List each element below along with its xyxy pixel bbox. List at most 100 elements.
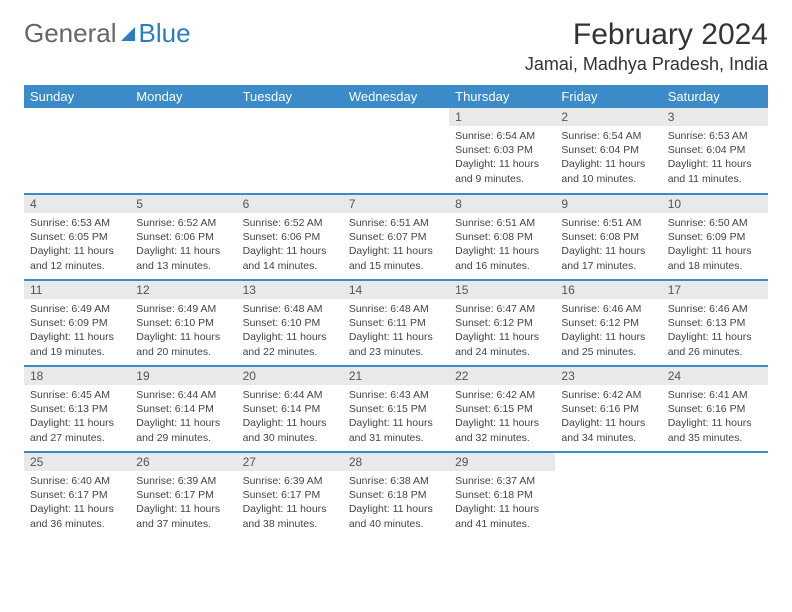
daylight-text: Daylight: 11 hours and 37 minutes. xyxy=(136,502,230,530)
weekday-header: Sunday xyxy=(24,85,130,108)
day-number xyxy=(237,108,343,124)
day-details: Sunrise: 6:38 AMSunset: 6:18 PMDaylight:… xyxy=(343,471,449,537)
day-number: 20 xyxy=(237,367,343,385)
sunrise-text: Sunrise: 6:43 AM xyxy=(349,388,443,402)
calendar-day-cell: 3Sunrise: 6:53 AMSunset: 6:04 PMDaylight… xyxy=(662,108,768,194)
day-number: 14 xyxy=(343,281,449,299)
day-number xyxy=(130,108,236,124)
day-number: 11 xyxy=(24,281,130,299)
calendar-day-cell: 1Sunrise: 6:54 AMSunset: 6:03 PMDaylight… xyxy=(449,108,555,194)
day-details: Sunrise: 6:39 AMSunset: 6:17 PMDaylight:… xyxy=(237,471,343,537)
sunrise-text: Sunrise: 6:42 AM xyxy=(561,388,655,402)
day-number: 8 xyxy=(449,195,555,213)
day-number: 29 xyxy=(449,453,555,471)
day-details: Sunrise: 6:49 AMSunset: 6:09 PMDaylight:… xyxy=(24,299,130,365)
daylight-text: Daylight: 11 hours and 38 minutes. xyxy=(243,502,337,530)
sunrise-text: Sunrise: 6:45 AM xyxy=(30,388,124,402)
day-details: Sunrise: 6:47 AMSunset: 6:12 PMDaylight:… xyxy=(449,299,555,365)
sunset-text: Sunset: 6:03 PM xyxy=(455,143,549,157)
calendar-day-cell xyxy=(343,108,449,194)
calendar-day-cell: 12Sunrise: 6:49 AMSunset: 6:10 PMDayligh… xyxy=(130,280,236,366)
sunrise-text: Sunrise: 6:44 AM xyxy=(243,388,337,402)
sunset-text: Sunset: 6:17 PM xyxy=(30,488,124,502)
calendar-day-cell: 25Sunrise: 6:40 AMSunset: 6:17 PMDayligh… xyxy=(24,452,130,538)
calendar-day-cell: 9Sunrise: 6:51 AMSunset: 6:08 PMDaylight… xyxy=(555,194,661,280)
day-number: 17 xyxy=(662,281,768,299)
day-details: Sunrise: 6:37 AMSunset: 6:18 PMDaylight:… xyxy=(449,471,555,537)
sunset-text: Sunset: 6:07 PM xyxy=(349,230,443,244)
daylight-text: Daylight: 11 hours and 29 minutes. xyxy=(136,416,230,444)
sunrise-text: Sunrise: 6:52 AM xyxy=(243,216,337,230)
daylight-text: Daylight: 11 hours and 9 minutes. xyxy=(455,157,549,185)
day-details: Sunrise: 6:53 AMSunset: 6:05 PMDaylight:… xyxy=(24,213,130,279)
day-number: 18 xyxy=(24,367,130,385)
day-details: Sunrise: 6:48 AMSunset: 6:11 PMDaylight:… xyxy=(343,299,449,365)
daylight-text: Daylight: 11 hours and 12 minutes. xyxy=(30,244,124,272)
daylight-text: Daylight: 11 hours and 27 minutes. xyxy=(30,416,124,444)
day-number: 16 xyxy=(555,281,661,299)
calendar-day-cell: 26Sunrise: 6:39 AMSunset: 6:17 PMDayligh… xyxy=(130,452,236,538)
day-number: 21 xyxy=(343,367,449,385)
calendar-day-cell xyxy=(130,108,236,194)
daylight-text: Daylight: 11 hours and 15 minutes. xyxy=(349,244,443,272)
sunrise-text: Sunrise: 6:48 AM xyxy=(349,302,443,316)
daylight-text: Daylight: 11 hours and 22 minutes. xyxy=(243,330,337,358)
sunrise-text: Sunrise: 6:47 AM xyxy=(455,302,549,316)
sunset-text: Sunset: 6:14 PM xyxy=(136,402,230,416)
calendar-day-cell: 21Sunrise: 6:43 AMSunset: 6:15 PMDayligh… xyxy=(343,366,449,452)
calendar-table: Sunday Monday Tuesday Wednesday Thursday… xyxy=(24,85,768,538)
day-number: 10 xyxy=(662,195,768,213)
sunrise-text: Sunrise: 6:49 AM xyxy=(30,302,124,316)
day-number: 12 xyxy=(130,281,236,299)
day-details: Sunrise: 6:51 AMSunset: 6:08 PMDaylight:… xyxy=(449,213,555,279)
daylight-text: Daylight: 11 hours and 16 minutes. xyxy=(455,244,549,272)
sunset-text: Sunset: 6:08 PM xyxy=(561,230,655,244)
day-number: 2 xyxy=(555,108,661,126)
brand-part2: Blue xyxy=(139,18,191,49)
daylight-text: Daylight: 11 hours and 35 minutes. xyxy=(668,416,762,444)
weekday-header: Monday xyxy=(130,85,236,108)
daylight-text: Daylight: 11 hours and 30 minutes. xyxy=(243,416,337,444)
daylight-text: Daylight: 11 hours and 19 minutes. xyxy=(30,330,124,358)
calendar-day-cell: 23Sunrise: 6:42 AMSunset: 6:16 PMDayligh… xyxy=(555,366,661,452)
day-number: 27 xyxy=(237,453,343,471)
day-number: 3 xyxy=(662,108,768,126)
calendar-week-row: 11Sunrise: 6:49 AMSunset: 6:09 PMDayligh… xyxy=(24,280,768,366)
sunrise-text: Sunrise: 6:37 AM xyxy=(455,474,549,488)
sunrise-text: Sunrise: 6:41 AM xyxy=(668,388,762,402)
sunrise-text: Sunrise: 6:51 AM xyxy=(349,216,443,230)
calendar-day-cell: 18Sunrise: 6:45 AMSunset: 6:13 PMDayligh… xyxy=(24,366,130,452)
day-number: 15 xyxy=(449,281,555,299)
daylight-text: Daylight: 11 hours and 18 minutes. xyxy=(668,244,762,272)
day-number xyxy=(343,108,449,124)
sunrise-text: Sunrise: 6:53 AM xyxy=(30,216,124,230)
daylight-text: Daylight: 11 hours and 10 minutes. xyxy=(561,157,655,185)
calendar-day-cell: 8Sunrise: 6:51 AMSunset: 6:08 PMDaylight… xyxy=(449,194,555,280)
sunrise-text: Sunrise: 6:54 AM xyxy=(455,129,549,143)
sunset-text: Sunset: 6:12 PM xyxy=(561,316,655,330)
title-location: Jamai, Madhya Pradesh, India xyxy=(525,54,768,75)
sunrise-text: Sunrise: 6:46 AM xyxy=(668,302,762,316)
day-details: Sunrise: 6:51 AMSunset: 6:08 PMDaylight:… xyxy=(555,213,661,279)
day-details: Sunrise: 6:46 AMSunset: 6:12 PMDaylight:… xyxy=(555,299,661,365)
calendar-week-row: 18Sunrise: 6:45 AMSunset: 6:13 PMDayligh… xyxy=(24,366,768,452)
day-number xyxy=(662,453,768,469)
triangle-icon xyxy=(121,27,135,41)
calendar-day-cell: 10Sunrise: 6:50 AMSunset: 6:09 PMDayligh… xyxy=(662,194,768,280)
daylight-text: Daylight: 11 hours and 11 minutes. xyxy=(668,157,762,185)
sunrise-text: Sunrise: 6:39 AM xyxy=(243,474,337,488)
day-details: Sunrise: 6:52 AMSunset: 6:06 PMDaylight:… xyxy=(237,213,343,279)
calendar-day-cell: 27Sunrise: 6:39 AMSunset: 6:17 PMDayligh… xyxy=(237,452,343,538)
day-details: Sunrise: 6:46 AMSunset: 6:13 PMDaylight:… xyxy=(662,299,768,365)
calendar-day-cell: 19Sunrise: 6:44 AMSunset: 6:14 PMDayligh… xyxy=(130,366,236,452)
daylight-text: Daylight: 11 hours and 40 minutes. xyxy=(349,502,443,530)
weekday-header: Tuesday xyxy=(237,85,343,108)
day-details: Sunrise: 6:44 AMSunset: 6:14 PMDaylight:… xyxy=(237,385,343,451)
calendar-day-cell: 13Sunrise: 6:48 AMSunset: 6:10 PMDayligh… xyxy=(237,280,343,366)
day-details: Sunrise: 6:40 AMSunset: 6:17 PMDaylight:… xyxy=(24,471,130,537)
sunset-text: Sunset: 6:10 PM xyxy=(243,316,337,330)
brand-part1: General xyxy=(24,18,117,49)
day-details: Sunrise: 6:42 AMSunset: 6:16 PMDaylight:… xyxy=(555,385,661,451)
sunset-text: Sunset: 6:16 PM xyxy=(561,402,655,416)
calendar-body: 1Sunrise: 6:54 AMSunset: 6:03 PMDaylight… xyxy=(24,108,768,538)
